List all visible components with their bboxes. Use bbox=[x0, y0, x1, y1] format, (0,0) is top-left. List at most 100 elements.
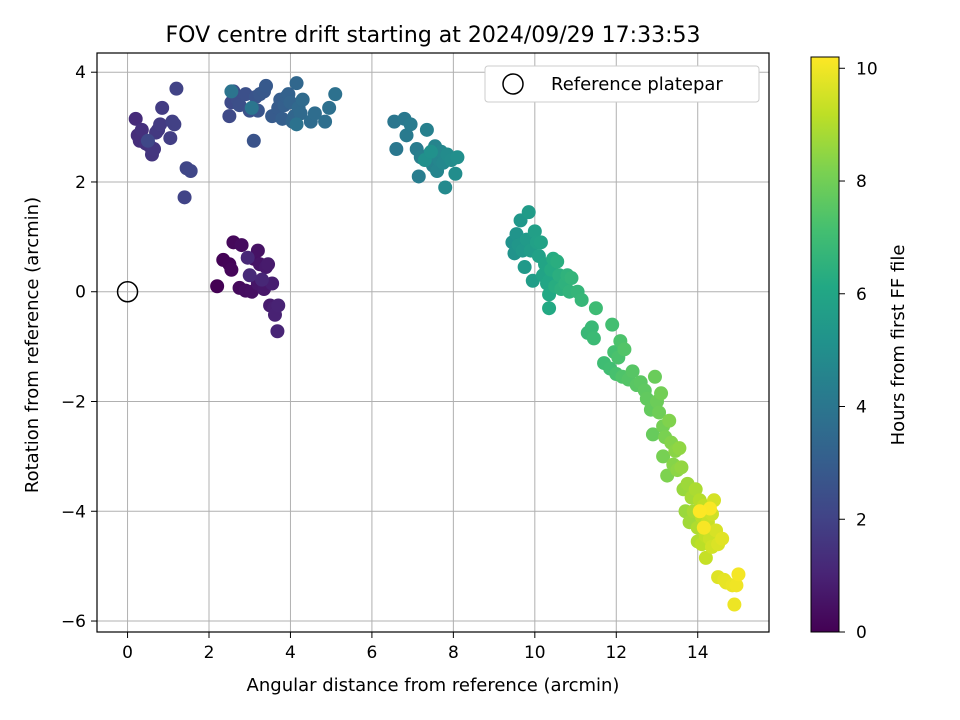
data-point bbox=[574, 292, 589, 307]
data-point bbox=[542, 301, 557, 316]
data-point bbox=[222, 109, 237, 124]
data-point bbox=[169, 81, 184, 96]
colorbar-tick-label: 2 bbox=[856, 510, 867, 530]
data-point bbox=[450, 150, 465, 165]
colorbar-label: Hours from first FF file bbox=[888, 245, 909, 446]
y-tick-label: 0 bbox=[75, 283, 86, 303]
y-axis-label: Rotation from reference (arcmin) bbox=[22, 197, 43, 493]
data-point bbox=[128, 111, 143, 126]
legend-entry-reference: Reference platepar bbox=[551, 74, 723, 95]
colorbar-gradient bbox=[810, 56, 840, 633]
data-point bbox=[617, 342, 632, 357]
data-point bbox=[533, 235, 548, 250]
x-tick-label: 14 bbox=[687, 643, 709, 663]
colorbar-tick-label: 6 bbox=[856, 285, 867, 305]
data-point bbox=[727, 597, 742, 612]
colorbar-tick-label: 0 bbox=[856, 623, 867, 643]
data-point bbox=[419, 122, 434, 137]
colorbar-tick-label: 10 bbox=[856, 59, 878, 79]
legend-marker-icon bbox=[502, 73, 524, 95]
data-point bbox=[271, 298, 286, 313]
data-point bbox=[177, 190, 192, 205]
data-point bbox=[625, 364, 640, 379]
data-point bbox=[731, 567, 746, 582]
y-tick-label: −6 bbox=[61, 612, 86, 632]
data-point bbox=[448, 166, 463, 181]
x-tick-label: 0 bbox=[122, 643, 133, 663]
plot-frame bbox=[96, 52, 770, 633]
data-point bbox=[662, 413, 677, 428]
data-point bbox=[246, 133, 261, 148]
data-point bbox=[328, 87, 343, 102]
data-point bbox=[656, 449, 671, 464]
data-point bbox=[261, 257, 276, 272]
data-point bbox=[155, 100, 170, 115]
data-point bbox=[389, 142, 404, 157]
data-point bbox=[692, 504, 707, 519]
x-tick-label: 12 bbox=[605, 643, 627, 663]
data-point bbox=[242, 268, 257, 283]
data-point bbox=[411, 169, 426, 184]
colorbar-ticks: 0 2 4 6 8 10 bbox=[839, 59, 878, 643]
data-point bbox=[224, 262, 239, 277]
x-tick-label: 4 bbox=[285, 643, 296, 663]
data-point bbox=[688, 482, 703, 497]
data-point bbox=[167, 117, 182, 132]
data-point bbox=[399, 128, 414, 143]
data-point bbox=[224, 84, 239, 99]
data-point bbox=[307, 106, 322, 121]
data-point bbox=[652, 405, 667, 420]
legend: Reference platepar bbox=[484, 65, 760, 103]
colorbar-tick-label: 4 bbox=[856, 398, 867, 418]
data-point bbox=[584, 320, 599, 335]
data-point bbox=[234, 238, 249, 253]
data-point bbox=[550, 254, 565, 269]
x-tick-label: 2 bbox=[204, 643, 215, 663]
data-point bbox=[647, 369, 662, 384]
data-point bbox=[698, 550, 713, 565]
data-point bbox=[729, 578, 744, 593]
data-point bbox=[654, 386, 669, 401]
data-point bbox=[403, 117, 418, 132]
data-point bbox=[183, 163, 198, 178]
data-point bbox=[423, 144, 438, 159]
data-point bbox=[244, 100, 259, 115]
reference-platepar-marker bbox=[116, 280, 139, 303]
data-point bbox=[240, 250, 255, 265]
data-point bbox=[672, 441, 687, 456]
y-tick-label: −4 bbox=[61, 502, 86, 522]
data-point bbox=[438, 180, 453, 195]
data-point bbox=[521, 205, 536, 220]
data-point bbox=[140, 133, 155, 148]
data-point bbox=[163, 131, 178, 146]
data-point bbox=[289, 117, 304, 132]
data-point bbox=[322, 100, 337, 115]
x-axis: 0 2 4 6 8 10 12 14 bbox=[122, 632, 709, 663]
data-point bbox=[564, 271, 579, 286]
data-point bbox=[250, 243, 265, 258]
data-point bbox=[295, 92, 310, 107]
y-axis: −6 −4 −2 0 2 4 bbox=[61, 63, 97, 632]
y-tick-label: 2 bbox=[75, 173, 86, 193]
data-point bbox=[318, 114, 333, 129]
data-point bbox=[586, 331, 601, 346]
x-tick-label: 10 bbox=[524, 643, 546, 663]
legend-box bbox=[484, 65, 760, 103]
data-point bbox=[527, 224, 542, 239]
data-point bbox=[153, 117, 168, 132]
data-point bbox=[588, 301, 603, 316]
data-points bbox=[128, 76, 746, 612]
colorbar: 0 2 4 6 8 10 Hours from first FF file bbox=[810, 56, 909, 643]
y-tick-label: 4 bbox=[75, 63, 86, 83]
data-point bbox=[254, 272, 269, 287]
data-point bbox=[259, 78, 274, 93]
data-point bbox=[645, 427, 660, 442]
data-point bbox=[293, 106, 308, 121]
data-point bbox=[674, 460, 689, 475]
data-point bbox=[605, 317, 620, 332]
y-tick-label: −2 bbox=[61, 392, 86, 412]
chart-title: FOV centre drift starting at 2024/09/29 … bbox=[166, 23, 701, 48]
data-point bbox=[270, 324, 285, 339]
data-point bbox=[289, 76, 304, 91]
